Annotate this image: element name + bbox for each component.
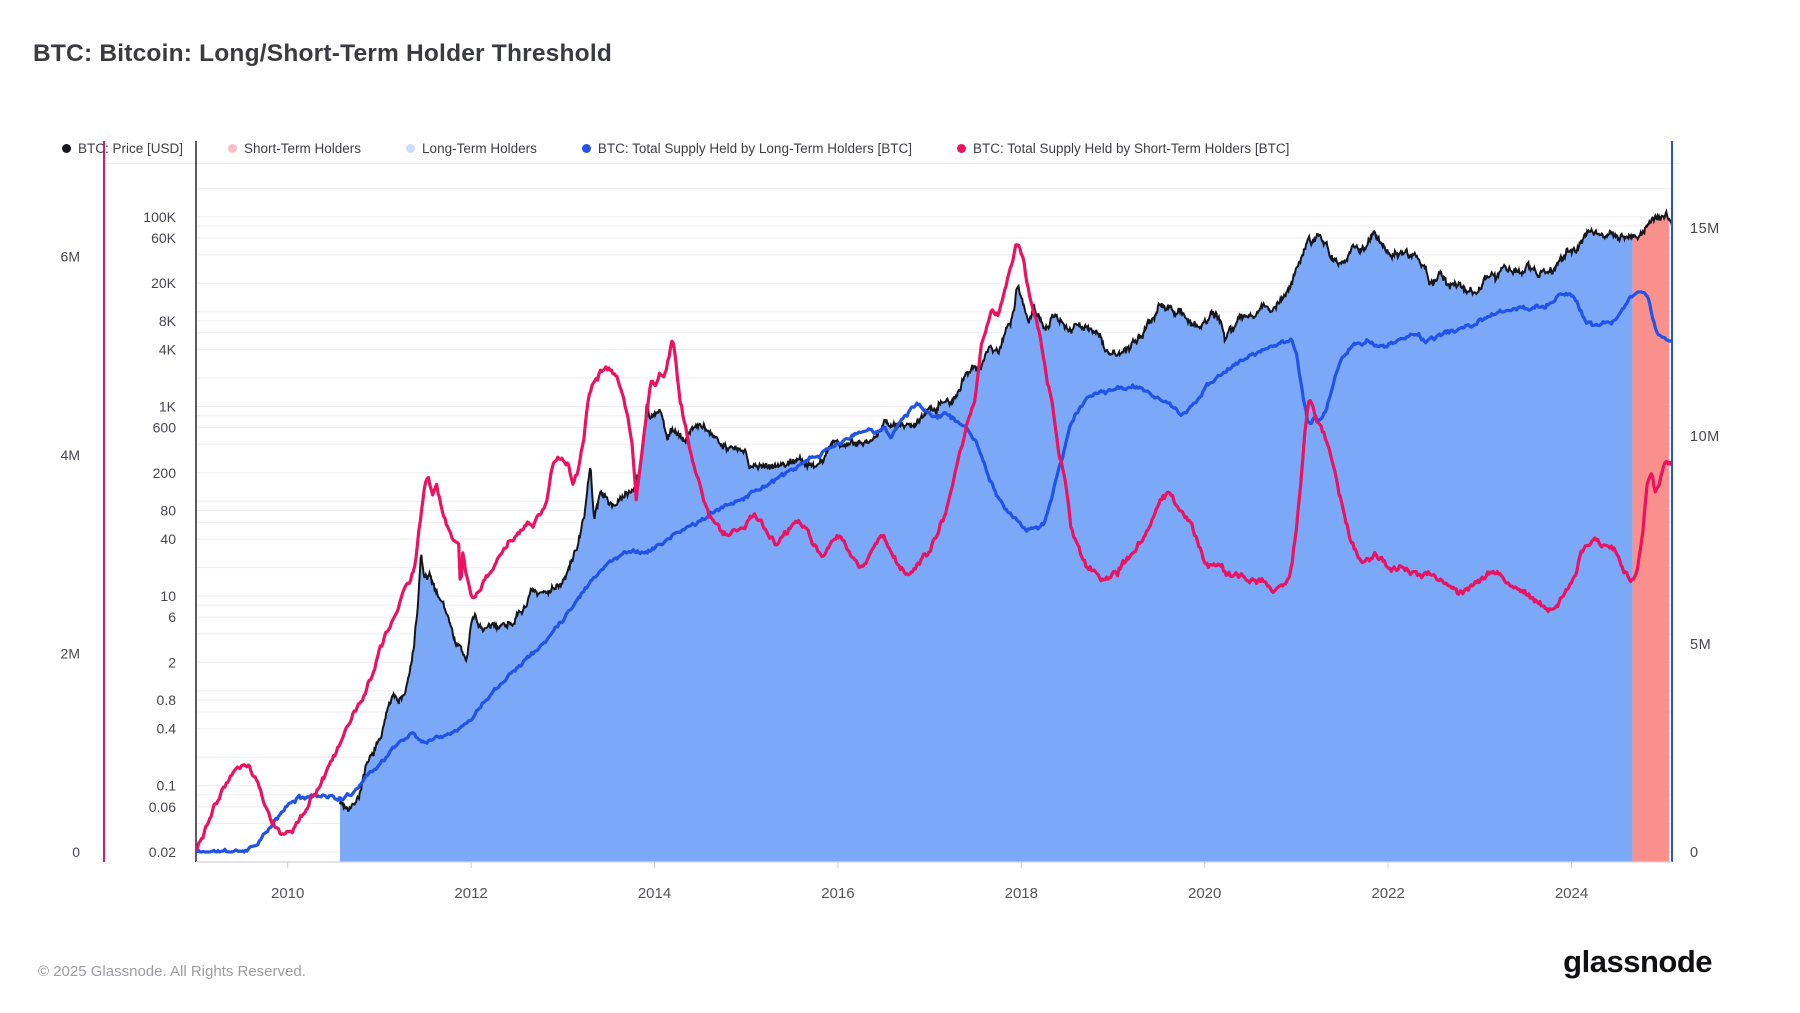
price-legend-dot-icon — [62, 144, 71, 153]
legend-label: BTC: Total Supply Held by Long-Term Hold… — [598, 141, 912, 156]
legend-label: BTC: Total Supply Held by Short-Term Hol… — [973, 141, 1289, 156]
x-axis-tick-label: 2012 — [454, 885, 487, 902]
sth-supply-legend-dot-icon — [956, 144, 966, 153]
lth-supply-axis-tick-label: 0 — [1690, 845, 1699, 861]
lth-supply-axis-tick-label: 10M — [1690, 429, 1720, 445]
price-axis-tick-label: 0.02 — [149, 844, 176, 860]
price-axis-tick-label: 0.06 — [149, 799, 176, 815]
x-axis-tick-label: 2016 — [821, 885, 854, 902]
legend-item-long-term-holders[interactable]: Long-Term Holders — [406, 141, 537, 156]
x-axis-tick-label: 2010 — [271, 885, 304, 902]
sth-supply-line — [196, 243, 1671, 852]
legend-label: Short-Term Holders — [244, 141, 361, 156]
price-axis-tick-label: 1K — [159, 399, 177, 415]
x-axis-tick-label: 2020 — [1188, 885, 1221, 902]
page-title: BTC: Bitcoin: Long/Short-Term Holder Thr… — [33, 40, 613, 67]
price-axis-tick-label: 4K — [159, 341, 177, 357]
price-axis-tick-label: 600 — [153, 420, 177, 436]
price-axis-tick-label: 80 — [160, 503, 176, 519]
short-term-holders-area — [1632, 211, 1670, 862]
lth-supply-legend-dot-icon — [581, 144, 591, 153]
price-axis-tick-label: 60K — [151, 230, 177, 246]
x-axis-tick-label: 2014 — [638, 885, 671, 902]
x-axis-tick-label: 2022 — [1371, 885, 1404, 902]
lth-supply-axis-tick-label: 5M — [1690, 637, 1711, 653]
copyright-notice: © 2025 Glassnode. All Rights Reserved. — [38, 963, 306, 980]
sth-supply-axis-tick-label: 2M — [61, 646, 80, 662]
sth-supply-axis-tick-label: 0 — [72, 844, 80, 860]
price-axis-tick-label: 0.4 — [157, 721, 177, 737]
price-axis-tick-label: 40 — [160, 531, 176, 547]
legend-item-short-term-holders[interactable]: Short-Term Holders — [228, 141, 361, 156]
sth-supply-axis-tick-label: 4M — [61, 447, 80, 463]
price-axis-tick-label: 20K — [151, 275, 177, 291]
x-axis-tick-label: 2018 — [1005, 885, 1038, 902]
short-term-holders-legend-dot-icon — [228, 144, 238, 153]
x-axis-tick-label: 2024 — [1555, 885, 1588, 902]
long-term-holders-area — [340, 229, 1633, 862]
long-term-holders-legend-dot-icon — [406, 144, 416, 153]
lth-supply-axis-tick-label: 15M — [1690, 221, 1720, 237]
glassnode-logo: glassnode — [1563, 944, 1712, 979]
price-axis-tick-label: 100K — [143, 209, 176, 225]
sth-supply-axis-tick-label: 6M — [61, 249, 80, 265]
price-axis-tick-label: 8K — [159, 313, 177, 329]
price-axis-tick-label: 10 — [160, 588, 176, 604]
lth-supply-line — [196, 290, 1671, 854]
legend-item-lth-supply[interactable]: BTC: Total Supply Held by Long-Term Hold… — [581, 141, 912, 156]
legend-item-sth-supply[interactable]: BTC: Total Supply Held by Short-Term Hol… — [956, 141, 1289, 156]
chart-plot-area[interactable] — [196, 140, 1672, 862]
legend-label: Long-Term Holders — [422, 141, 537, 156]
price-axis-tick-label: 2 — [168, 654, 176, 670]
price-axis-tick-label: 6 — [168, 609, 176, 625]
price-axis-tick-label: 0.1 — [157, 778, 177, 794]
price-axis-tick-label: 0.8 — [157, 692, 177, 708]
price-axis-tick-label: 200 — [153, 465, 177, 481]
price-line — [339, 208, 1671, 812]
